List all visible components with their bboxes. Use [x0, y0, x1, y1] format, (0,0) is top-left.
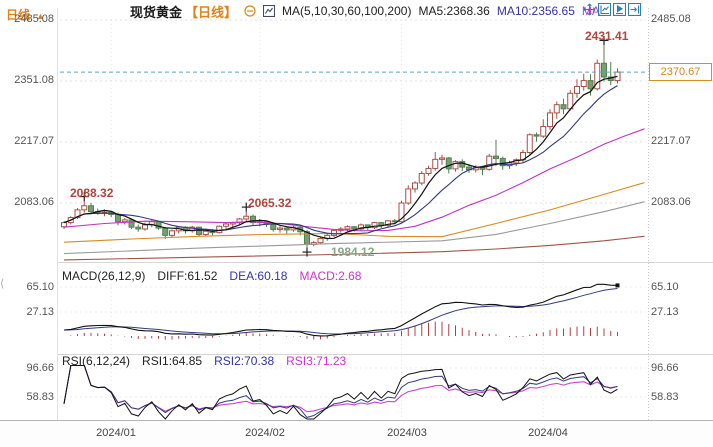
macd-dea-value: DEA:60.18	[229, 269, 288, 283]
candles-layer	[61, 44, 621, 249]
rsi3-value: RSI3:71.23	[286, 354, 347, 368]
x-axis-label: 2024/01	[96, 427, 136, 439]
macd-hist-value: MACD:2.68	[299, 269, 362, 283]
ma-lines-layer	[63, 75, 645, 261]
x-axis-label: 2024/03	[387, 427, 427, 439]
y-axis-label: 2485.08	[14, 13, 54, 25]
macd-histogram-layer	[70, 321, 618, 340]
annotation-low: 1984.12	[331, 245, 375, 259]
ma-settings-label[interactable]: MA(5,10,30,60,100,200)	[282, 4, 412, 18]
annotation-high: 2065.32	[248, 196, 292, 210]
extreme-markers-layer	[79, 35, 609, 257]
collapse-icon[interactable]	[244, 5, 256, 17]
chart-toolbar	[583, 3, 641, 16]
ma5-value-label: MA5:2368.36	[418, 4, 490, 18]
rsi1-value: RSI1:64.85	[142, 354, 203, 368]
chart-header: 现货黄金 【日线】 MA(5,10,30,60,100,200) MA5:2368…	[130, 3, 600, 20]
instrument-title: 现货黄金	[130, 4, 183, 20]
rsi-lines-layer	[63, 364, 618, 420]
annotation-high: 2431.41	[585, 29, 629, 43]
y-axis-label: 27.13	[26, 306, 54, 318]
y-axis-label: 96.66	[26, 362, 54, 374]
pan-right-icon[interactable]	[628, 3, 641, 16]
y-axis-label: 58.83	[651, 391, 679, 403]
y-axis-label: 65.10	[651, 281, 679, 293]
rsi-panel-header: RSI(6,12,24) RSI1:64.85 RSI2:70.38 RSI3:…	[62, 354, 346, 368]
y-axis-label: 2485.08	[651, 13, 691, 25]
autoplay-icon[interactable]	[613, 3, 626, 16]
chevron-up-icon: ▲	[36, 11, 45, 21]
y-axis-label: 2083.06	[14, 196, 54, 208]
macd-diff-value: DIFF:61.52	[157, 269, 218, 283]
y-axis-label: 2351.08	[14, 74, 54, 86]
pane-collapse-handle-icon[interactable]: ⟨	[0, 278, 5, 290]
y-axis-label: 2217.07	[14, 135, 54, 147]
y-axis-label: 96.66	[651, 362, 679, 374]
time-axis-bar	[0, 420, 713, 447]
y-axis-label: 2083.06	[651, 196, 691, 208]
rsi-title[interactable]: RSI(6,12,24)	[62, 354, 131, 368]
period-tag[interactable]: 【日线】	[185, 4, 238, 20]
macd-lines-layer	[63, 283, 620, 337]
move-icon[interactable]	[583, 3, 596, 16]
y-axis-label: 27.13	[651, 306, 679, 318]
x-axis-label: 2024/04	[528, 427, 568, 439]
y-axis-label: 2217.07	[651, 135, 691, 147]
ma10-value-label: MA10:2356.65	[496, 4, 575, 18]
indicator-chart-icon[interactable]	[263, 5, 276, 17]
macd-panel-header: MACD(26,12,9) DIFF:61.52 DEA:60.18 MACD:…	[62, 269, 361, 283]
y-axis-label: 58.83	[26, 391, 54, 403]
rsi2-value: RSI2:70.38	[214, 354, 275, 368]
y-axis-label: 65.10	[26, 281, 54, 293]
x-axis-label: 2024/02	[245, 427, 285, 439]
ma-more-label: MA	[581, 4, 600, 18]
macd-title[interactable]: MACD(26,12,9)	[62, 269, 146, 283]
annotation-high: 2088.32	[70, 186, 114, 200]
period-selector-label: 日线	[6, 8, 31, 22]
period-selector[interactable]: 日线 ▲	[6, 6, 45, 23]
current-price-tag: 2370.67	[649, 63, 712, 81]
axis-scale-icon[interactable]	[598, 3, 611, 16]
